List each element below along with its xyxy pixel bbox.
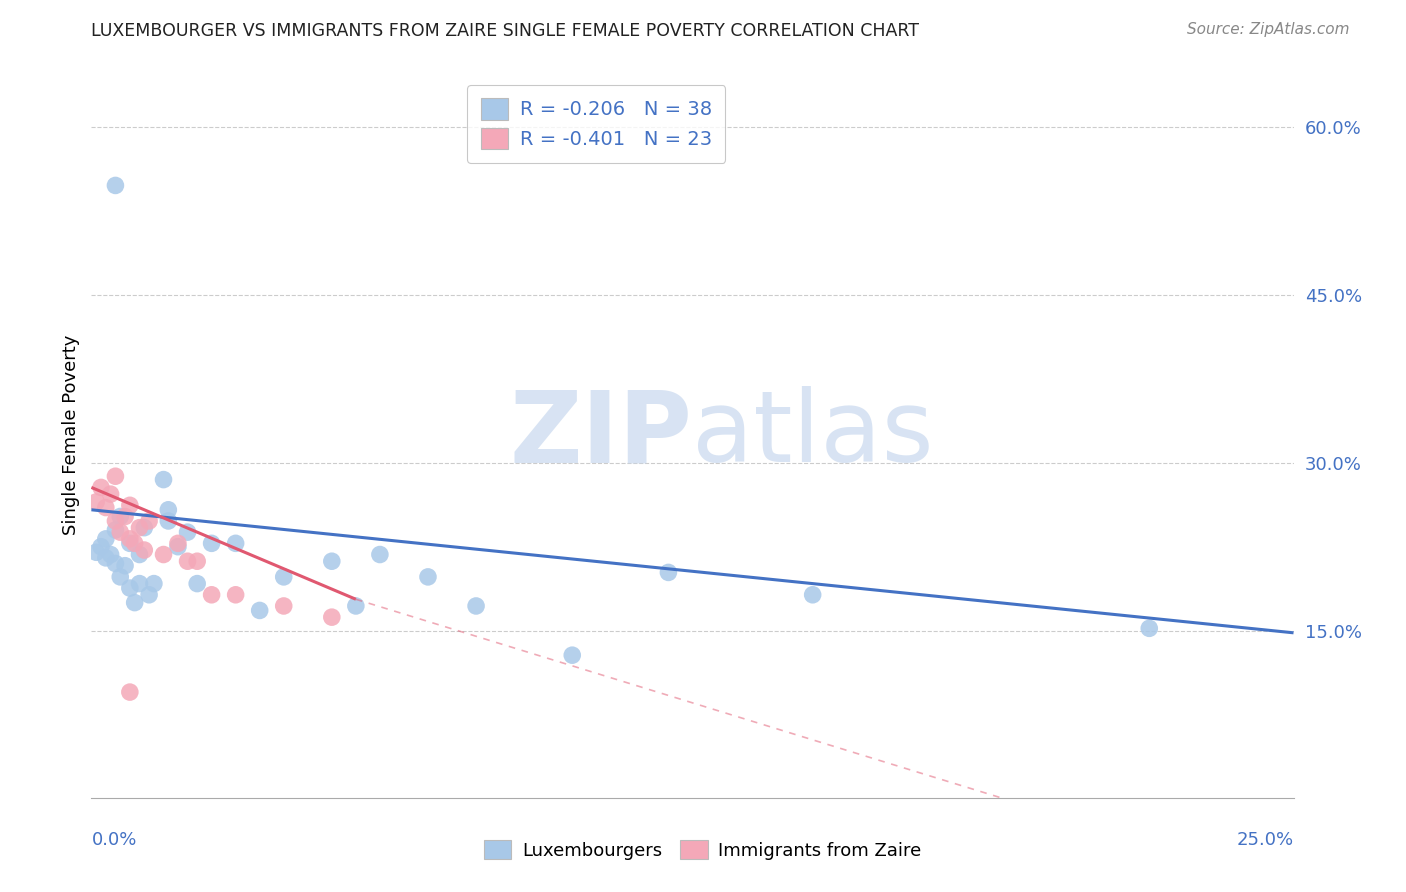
Point [201, 536, 224, 550]
Point [152, 473, 174, 487]
Point [104, 469, 127, 483]
Y-axis label: Single Female Poverty: Single Female Poverty [62, 334, 80, 535]
Point [321, 554, 343, 568]
Point [176, 525, 198, 540]
Point [110, 525, 132, 540]
Point [104, 523, 127, 537]
Point [167, 540, 190, 554]
Point [128, 548, 150, 562]
Point [465, 599, 488, 613]
Point [157, 514, 180, 528]
Point [344, 599, 367, 613]
Point [176, 554, 198, 568]
Point [114, 558, 136, 573]
Text: atlas: atlas [692, 386, 934, 483]
Point [118, 581, 141, 595]
Text: Source: ZipAtlas.com: Source: ZipAtlas.com [1187, 22, 1350, 37]
Point [368, 548, 391, 562]
Point [100, 548, 122, 562]
Point [94, 550, 117, 565]
Point [273, 570, 295, 584]
Point [321, 610, 343, 624]
Point [104, 557, 127, 571]
Point [225, 536, 247, 550]
Point [124, 536, 146, 550]
Point [90, 480, 112, 494]
Point [1137, 621, 1160, 635]
Point [110, 570, 132, 584]
Text: ZIP: ZIP [509, 386, 692, 483]
Point [124, 596, 146, 610]
Point [225, 588, 247, 602]
Point [94, 532, 117, 546]
Text: 0.0%: 0.0% [91, 831, 136, 849]
Legend: R = -0.206   N = 38, R = -0.401   N = 23: R = -0.206 N = 38, R = -0.401 N = 23 [467, 85, 725, 163]
Point [114, 509, 136, 524]
Legend: Luxembourgers, Immigrants from Zaire: Luxembourgers, Immigrants from Zaire [477, 833, 929, 867]
Point [142, 576, 165, 591]
Point [152, 548, 174, 562]
Point [186, 554, 208, 568]
Point [104, 178, 127, 193]
Point [118, 685, 141, 699]
Point [118, 536, 141, 550]
Point [157, 503, 180, 517]
Point [249, 603, 271, 617]
Point [167, 536, 190, 550]
Point [110, 509, 132, 524]
Point [104, 514, 127, 528]
Point [134, 521, 156, 535]
Point [90, 540, 112, 554]
Point [561, 648, 583, 663]
Point [100, 487, 122, 501]
Point [134, 543, 156, 558]
Point [186, 576, 208, 591]
Point [94, 500, 117, 515]
Point [416, 570, 439, 584]
Point [118, 532, 141, 546]
Point [128, 521, 150, 535]
Point [128, 576, 150, 591]
Text: 25.0%: 25.0% [1236, 831, 1294, 849]
Text: LUXEMBOURGER VS IMMIGRANTS FROM ZAIRE SINGLE FEMALE POVERTY CORRELATION CHART: LUXEMBOURGER VS IMMIGRANTS FROM ZAIRE SI… [91, 22, 920, 40]
Point [84, 545, 107, 559]
Point [201, 588, 224, 602]
Point [138, 514, 160, 528]
Point [84, 495, 107, 509]
Point [138, 588, 160, 602]
Point [118, 498, 141, 512]
Point [801, 588, 824, 602]
Point [657, 566, 679, 580]
Point [273, 599, 295, 613]
